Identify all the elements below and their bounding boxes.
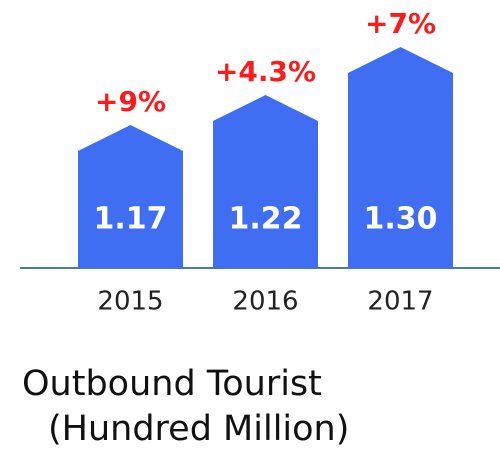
- value-label: 1.22: [228, 202, 302, 237]
- value-label: 1.17: [93, 202, 167, 237]
- value-label: 1.30: [363, 202, 437, 237]
- annotation: +9%: [95, 85, 166, 118]
- chart-subtitle: (Hundred Million): [48, 409, 349, 449]
- bar: [213, 95, 318, 268]
- x-tick-label: 2017: [367, 287, 433, 317]
- bar: [78, 125, 183, 268]
- chart-title: Outbound Tourist: [22, 364, 322, 404]
- x-tick-label: 2015: [97, 287, 163, 317]
- annotation: +7%: [365, 7, 436, 40]
- annotation: +4.3%: [215, 55, 316, 88]
- bar: [348, 47, 453, 268]
- x-tick-label: 2016: [232, 287, 298, 317]
